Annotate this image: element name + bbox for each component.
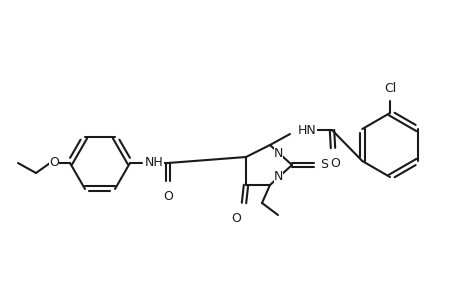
- Text: O: O: [162, 190, 173, 203]
- Text: O: O: [330, 157, 339, 170]
- Text: HN: HN: [297, 124, 316, 136]
- Text: N: N: [274, 147, 283, 160]
- Text: N: N: [274, 170, 283, 183]
- Text: Cl: Cl: [383, 82, 395, 95]
- Text: S: S: [319, 158, 327, 172]
- Text: O: O: [49, 157, 59, 169]
- Text: NH: NH: [145, 157, 163, 169]
- Text: O: O: [230, 212, 241, 225]
